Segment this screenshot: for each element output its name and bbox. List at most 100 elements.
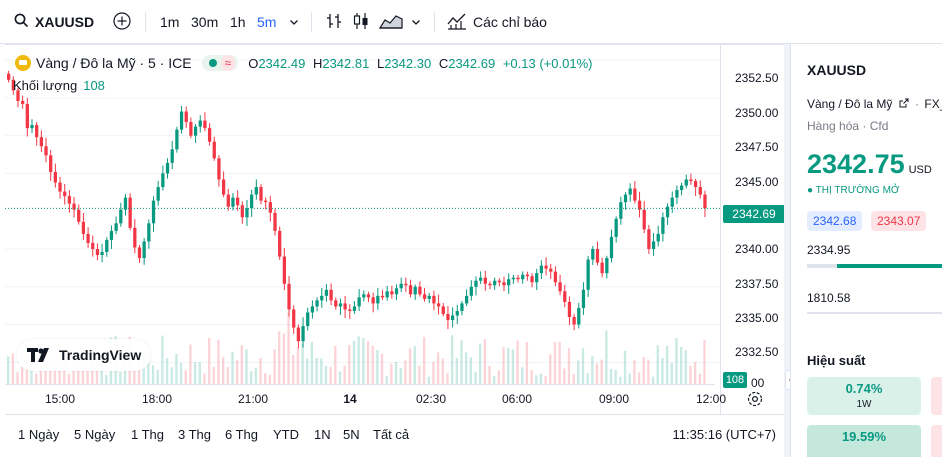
volume-bar xyxy=(212,366,215,385)
bar-style-button[interactable] xyxy=(325,0,343,44)
candle-body xyxy=(217,158,221,180)
volume-bar xyxy=(203,373,206,385)
time-tick-day: 14 xyxy=(343,392,357,406)
performance-1w-card[interactable]: 0.74% 1W xyxy=(807,377,921,415)
market-open-dot-icon: ● xyxy=(807,185,814,196)
volume-bar xyxy=(413,346,416,385)
volume-bar xyxy=(175,354,178,385)
volume-bar xyxy=(549,354,552,385)
candle-body xyxy=(212,141,216,159)
timeframe-5m[interactable]: 5m xyxy=(257,14,277,30)
legend-title[interactable]: Vàng / Đô la Mỹ · 5 · ICE xyxy=(36,55,192,71)
candle-body xyxy=(193,126,198,136)
price-tick: 2345.00 xyxy=(735,175,779,189)
price-axis[interactable]: 2352.50 2350.00 2347.50 2345.00 2342.69 … xyxy=(720,45,785,415)
candles-style-button[interactable] xyxy=(352,0,370,44)
volume-bar xyxy=(221,357,225,385)
candle-body xyxy=(628,188,632,195)
candle-body xyxy=(39,137,43,147)
symbol-search[interactable]: XAUUSD xyxy=(14,0,94,44)
time-tick: 02:30 xyxy=(415,392,447,406)
volume-bar xyxy=(600,359,603,385)
chart-panel[interactable]: Vàng / Đô la Mỹ · 5 · ICE ≈ O2342.49 H23… xyxy=(5,44,785,415)
chart-type-dropdown[interactable] xyxy=(411,0,421,44)
volume-bar xyxy=(609,368,613,385)
candlestick-chart[interactable] xyxy=(5,45,720,385)
candle-body xyxy=(525,274,530,277)
chart-settings-button[interactable] xyxy=(746,390,764,413)
candle-body xyxy=(595,249,600,263)
volume-bar xyxy=(7,356,10,385)
candle-body xyxy=(502,282,506,286)
time-tick: 12:00 xyxy=(695,392,727,406)
candle-body xyxy=(558,282,562,292)
volume-bar xyxy=(581,348,585,385)
range-6m[interactable]: 6 Thg xyxy=(225,427,259,442)
volume-bar xyxy=(628,373,631,385)
volume-bar xyxy=(165,358,169,385)
range-1m[interactable]: 1 Thg xyxy=(131,427,165,442)
volume-bar xyxy=(511,349,515,385)
performance-card-partial[interactable] xyxy=(931,425,942,457)
volume-bar xyxy=(226,367,229,385)
candle-body xyxy=(91,242,95,249)
time-axis[interactable]: 15:00 18:00 21:00 14 02:30 06:00 09:00 1… xyxy=(5,384,726,414)
candle-body xyxy=(376,295,380,304)
performance-title: Hiệu suất xyxy=(807,353,866,368)
volume-bar xyxy=(651,376,655,385)
indicators-button[interactable]: Các chỉ báo xyxy=(447,0,547,44)
volume-bar xyxy=(259,358,262,385)
candle-body xyxy=(170,149,174,163)
details-currency: USD xyxy=(908,164,932,176)
candle-body xyxy=(165,162,170,174)
candle-body xyxy=(137,247,142,259)
performance-card[interactable]: 19.59% xyxy=(807,425,921,457)
volume-bar xyxy=(479,343,482,385)
area-chart-icon xyxy=(378,13,403,32)
area-style-button[interactable] xyxy=(378,0,403,44)
range-3m[interactable]: 3 Thg xyxy=(178,427,212,442)
volume-bar xyxy=(184,370,187,385)
volume-bar xyxy=(647,359,650,385)
candle-body xyxy=(390,291,394,295)
ask-price[interactable]: 2343.07 xyxy=(871,211,927,231)
volume-bar xyxy=(292,355,295,385)
compare-add-button[interactable] xyxy=(113,0,131,44)
tradingview-logo[interactable]: TradingView xyxy=(17,339,152,371)
bid-price[interactable]: 2342.68 xyxy=(807,211,863,231)
open-value: 2342.49 xyxy=(258,55,306,71)
price-tick: 2347.50 xyxy=(735,140,779,154)
candle-body xyxy=(86,233,90,243)
volume-bar xyxy=(324,365,328,385)
volume-bar xyxy=(334,345,337,385)
volume-bar xyxy=(450,335,454,385)
range-ytd[interactable]: YTD xyxy=(273,427,299,442)
candle-body xyxy=(133,227,137,248)
market-status-pill[interactable]: ≈ xyxy=(201,55,239,71)
range-5y[interactable]: 5N xyxy=(343,427,360,442)
candle-body xyxy=(184,111,188,123)
details-description[interactable]: Vàng / Đô la Mỹ · FX_ xyxy=(807,97,942,111)
price-tick: 2332.50 xyxy=(735,345,779,359)
volume-legend: Khối lượng 108 xyxy=(13,78,105,93)
performance-card-partial[interactable] xyxy=(931,377,942,415)
range-1y[interactable]: 1N xyxy=(314,427,331,442)
timeframe-1m[interactable]: 1m xyxy=(160,14,180,30)
timeframe-30m[interactable]: 30m xyxy=(191,14,219,30)
volume-bar xyxy=(86,370,89,385)
toolbar-symbol: XAUUSD xyxy=(35,14,95,30)
range-1d[interactable]: 1 Ngày xyxy=(18,427,60,442)
timeframe-1h[interactable]: 1h xyxy=(230,14,246,30)
timezone-clock[interactable]: 11:35:16 (UTC+7) xyxy=(672,427,776,442)
volume-bar xyxy=(441,358,444,385)
price-tick: 2350.00 xyxy=(735,106,779,120)
candle-body xyxy=(324,289,329,296)
timeframe-dropdown[interactable] xyxy=(289,0,299,44)
range-5d[interactable]: 5 Ngày xyxy=(74,427,116,442)
volume-bar xyxy=(11,353,15,385)
range-all[interactable]: Tất cả xyxy=(373,427,410,442)
wave-icon: ≈ xyxy=(220,55,236,71)
volume-bar xyxy=(474,371,477,385)
candle-body xyxy=(123,197,128,210)
candle-body xyxy=(441,306,445,314)
